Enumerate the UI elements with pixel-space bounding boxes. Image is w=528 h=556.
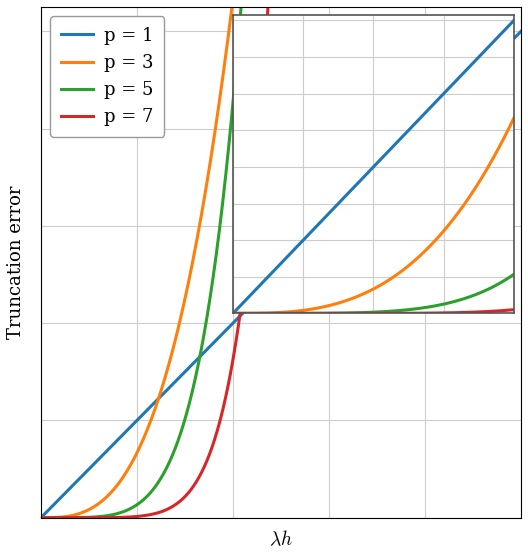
p = 1: [504, 42, 510, 49]
p = 5: [37, 514, 44, 521]
p = 1: [271, 278, 278, 285]
X-axis label: $\lambda h$: $\lambda h$: [269, 529, 293, 549]
Line: p = 3: p = 3: [41, 0, 521, 518]
p = 3: [37, 514, 44, 521]
p = 3: [62, 513, 69, 520]
Y-axis label: Truncation error: Truncation error: [7, 186, 25, 339]
Line: p = 7: p = 7: [41, 0, 521, 518]
Line: p = 5: p = 5: [41, 0, 521, 518]
p = 1: [37, 514, 44, 521]
p = 1: [504, 42, 510, 49]
p = 7: [259, 96, 265, 102]
p = 1: [518, 28, 524, 34]
p = 7: [62, 514, 69, 521]
p = 1: [259, 291, 265, 297]
p = 1: [62, 490, 69, 497]
Legend: p = 1, p = 3, p = 5, p = 7: p = 1, p = 3, p = 5, p = 7: [50, 16, 164, 137]
p = 7: [37, 514, 44, 521]
p = 5: [62, 514, 69, 521]
Line: p = 1: p = 1: [41, 31, 521, 518]
p = 1: [416, 131, 422, 138]
